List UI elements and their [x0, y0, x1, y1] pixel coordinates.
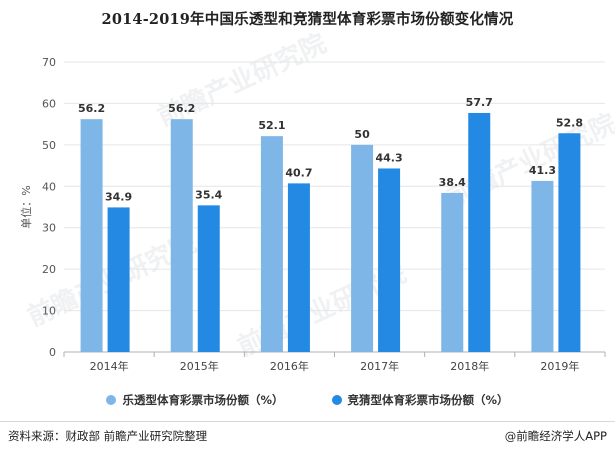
bar-lotto — [351, 144, 374, 352]
x-tick-label: 2018年 — [450, 359, 489, 373]
legend-label-quiz: 竞猜型体育彩票市场份额（%） — [347, 393, 509, 407]
y-tick-label: 30 — [42, 222, 56, 235]
bar-value-label: 57.7 — [466, 96, 493, 109]
bar-quiz — [378, 168, 401, 352]
chart-title: 2014-2019年中国乐透型和竞猜型体育彩票市场份额变化情况 — [101, 11, 514, 28]
x-tick-label: 2017年 — [360, 359, 399, 373]
bar-value-label: 38.4 — [439, 176, 466, 189]
bar-value-label: 52.1 — [258, 119, 285, 132]
bar-quiz — [558, 133, 581, 352]
source-note: 资料来源：财政部 前瞻产业研究院整理 — [8, 429, 208, 443]
bar-value-label: 35.4 — [195, 188, 222, 201]
bar-lotto — [531, 180, 554, 352]
legend-label-lotto: 乐透型体育彩票市场份额（%） — [122, 393, 284, 407]
bar-value-label: 40.7 — [285, 166, 312, 179]
y-axis-label: 单位：% — [19, 185, 33, 228]
y-tick-label: 50 — [42, 139, 56, 152]
bar-chart: 0 10 20 30 40 50 60 70 单位：% 2014年 56.2 34.9 2015年 56.… — [19, 56, 606, 373]
bar-value-label: 50 — [354, 128, 370, 141]
legend-marker-lotto — [106, 395, 117, 405]
bar-quiz — [197, 205, 220, 352]
x-tick-label: 2019年 — [540, 359, 579, 373]
bar-quiz — [107, 207, 130, 352]
legend-marker-quiz — [331, 395, 342, 405]
bar-lotto — [80, 119, 103, 353]
legend: 乐透型体育彩票市场份额（%） 竞猜型体育彩票市场份额（%） — [0, 392, 615, 408]
y-tick-label: 10 — [42, 305, 56, 318]
bar-quiz — [287, 183, 310, 352]
brand-note: @前瞻经济学人APP — [504, 429, 607, 443]
x-tick-label: 2016年 — [270, 359, 309, 373]
bar-value-label: 34.9 — [105, 190, 132, 203]
bar-lotto — [441, 192, 464, 352]
footer-divider — [0, 421, 615, 422]
y-tick-label: 0 — [49, 346, 56, 359]
y-tick-label: 70 — [42, 56, 56, 69]
legend-item-lotto: 乐透型体育彩票市场份额（%） — [106, 392, 284, 408]
bar-value-label: 41.3 — [529, 164, 556, 177]
y-tick-label: 40 — [42, 180, 56, 193]
bar-value-label: 56.2 — [78, 102, 105, 115]
y-tick-label: 60 — [42, 97, 56, 110]
bar-value-label: 56.2 — [168, 102, 195, 115]
bar-lotto — [170, 119, 193, 353]
x-tick-label: 2014年 — [90, 359, 129, 373]
bar-quiz — [468, 112, 491, 352]
legend-item-quiz: 竞猜型体育彩票市场份额（%） — [331, 392, 509, 408]
bar-value-label: 52.8 — [556, 116, 583, 129]
y-tick-label: 20 — [42, 263, 56, 276]
bar-lotto — [260, 136, 283, 352]
bar-value-label: 44.3 — [376, 151, 403, 164]
x-tick-label: 2015年 — [180, 359, 219, 373]
